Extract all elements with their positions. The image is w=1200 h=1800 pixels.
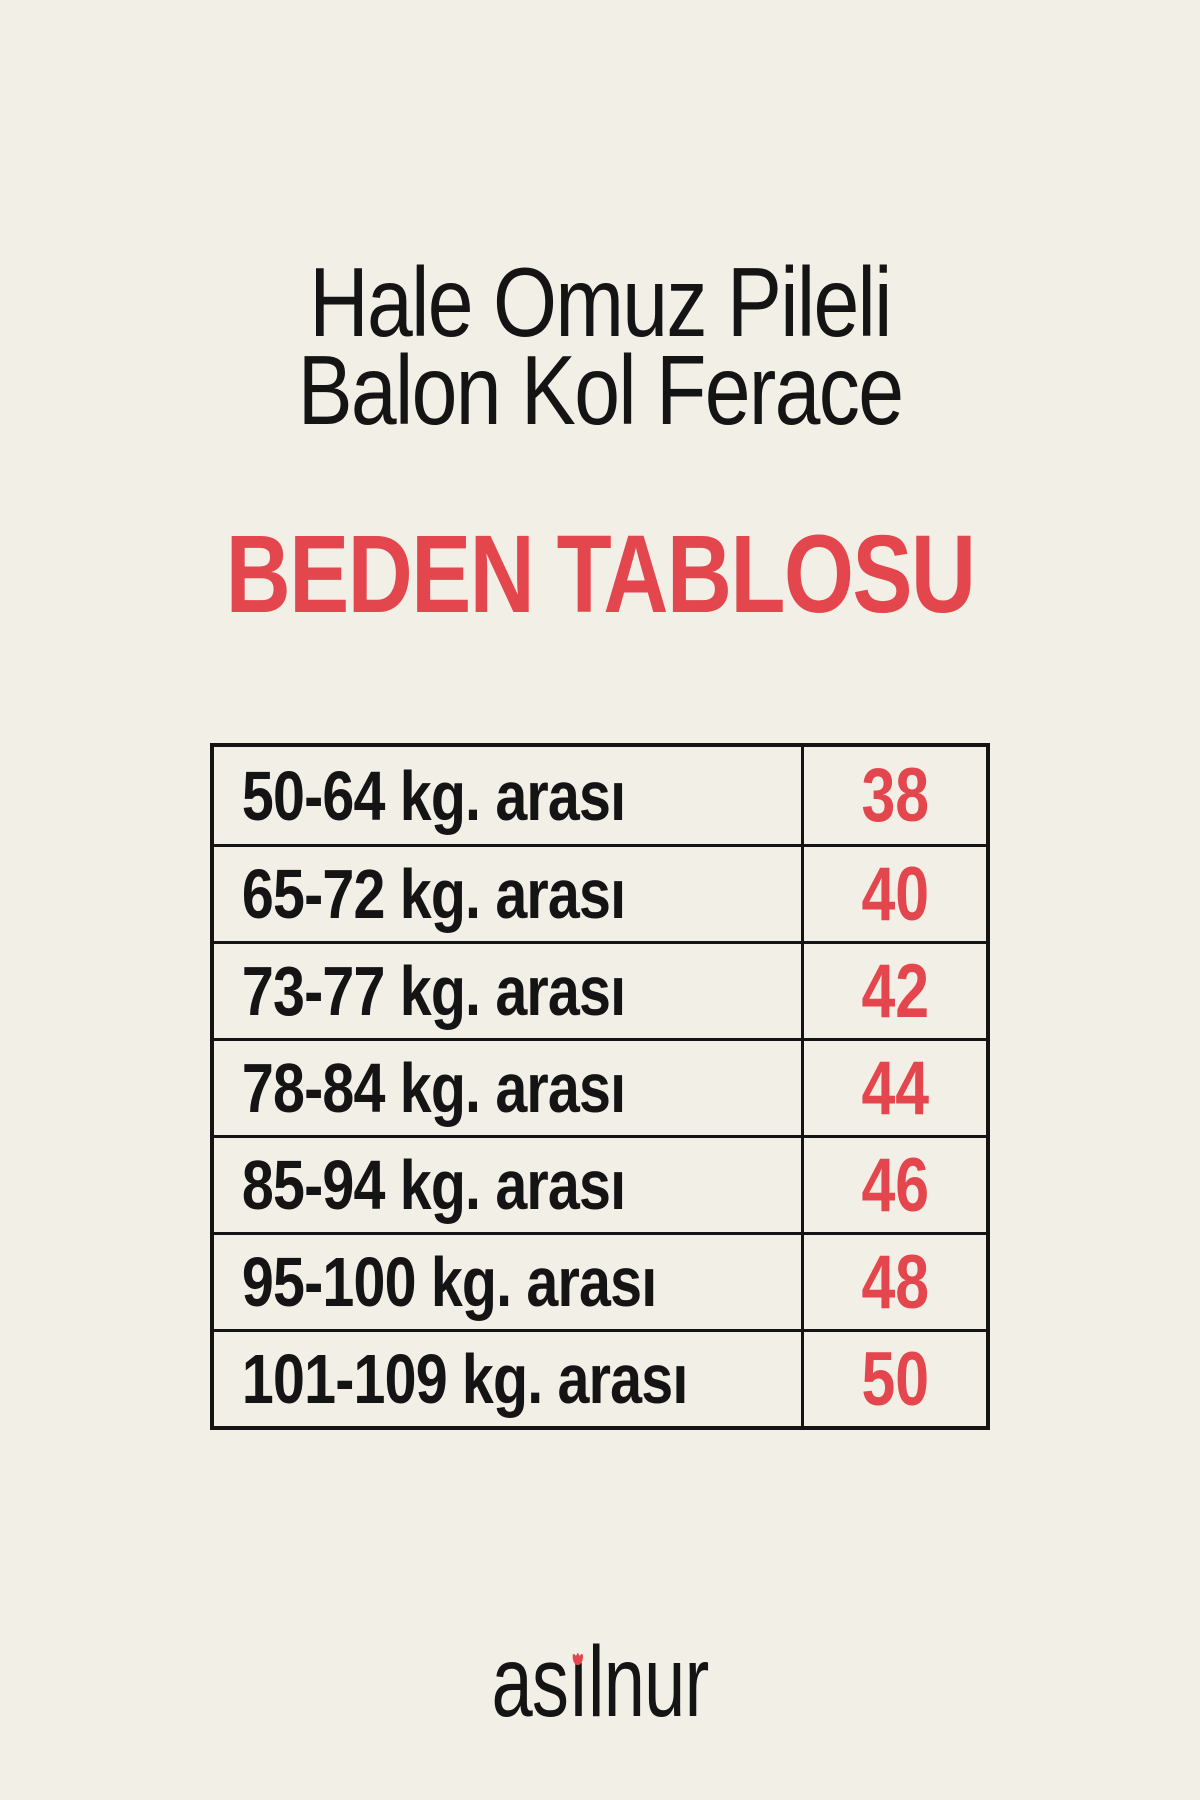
size-value: 50	[861, 1336, 929, 1422]
weight-range-cell: 50-64 kg. arası	[241, 756, 626, 835]
table-row: 73-77 kg. arası 42	[214, 941, 986, 1038]
size-cell: 48	[801, 1235, 986, 1329]
table-row: 50-64 kg. arası 38	[214, 747, 986, 844]
section-heading: BEDEN TABLOSU	[225, 513, 976, 636]
tulip-icon	[572, 1652, 584, 1666]
brand-text-i: ı	[568, 1626, 589, 1738]
brand-text-suffix: lnur	[588, 1626, 709, 1738]
size-value: 40	[861, 851, 929, 937]
size-value: 46	[861, 1142, 929, 1228]
brand-logo: as ılnur	[156, 1632, 1044, 1732]
table-row: 85-94 kg. arası 46	[214, 1135, 986, 1232]
weight-range-cell: 65-72 kg. arası	[241, 855, 626, 933]
size-table: 50-64 kg. arası 38 65-72 kg. arası 40 73…	[210, 743, 990, 1430]
table-row: 95-100 kg. arası 48	[214, 1232, 986, 1329]
weight-range-cell: 101-109 kg. arası	[241, 1340, 688, 1418]
table-row: 101-109 kg. arası 50	[214, 1329, 986, 1426]
weight-range-cell: 73-77 kg. arası	[241, 952, 626, 1030]
brand-letter-i: ı	[568, 1632, 589, 1732]
product-title-line1: Hale Omuz Pileli	[309, 247, 892, 357]
size-value: 44	[861, 1045, 929, 1131]
weight-range-cell: 78-84 kg. arası	[241, 1049, 626, 1127]
product-title-line2: Balon Kol Ferace	[297, 335, 904, 445]
size-cell: 40	[801, 847, 986, 941]
size-cell: 46	[801, 1138, 986, 1232]
table-row: 65-72 kg. arası 40	[214, 844, 986, 941]
size-cell: 50	[801, 1332, 986, 1426]
size-value: 48	[861, 1239, 929, 1325]
size-value: 42	[861, 948, 929, 1034]
weight-range-cell: 85-94 kg. arası	[241, 1146, 626, 1224]
table-row: 78-84 kg. arası 44	[214, 1038, 986, 1135]
size-cell: 42	[801, 944, 986, 1038]
size-cell: 38	[801, 747, 986, 844]
size-cell: 44	[801, 1041, 986, 1135]
size-value: 38	[861, 753, 929, 838]
brand-text-prefix: as	[491, 1626, 569, 1738]
product-title: Hale Omuz Pileli Balon Kol Ferace	[96, 247, 1104, 445]
weight-range-cell: 95-100 kg. arası	[241, 1243, 657, 1321]
